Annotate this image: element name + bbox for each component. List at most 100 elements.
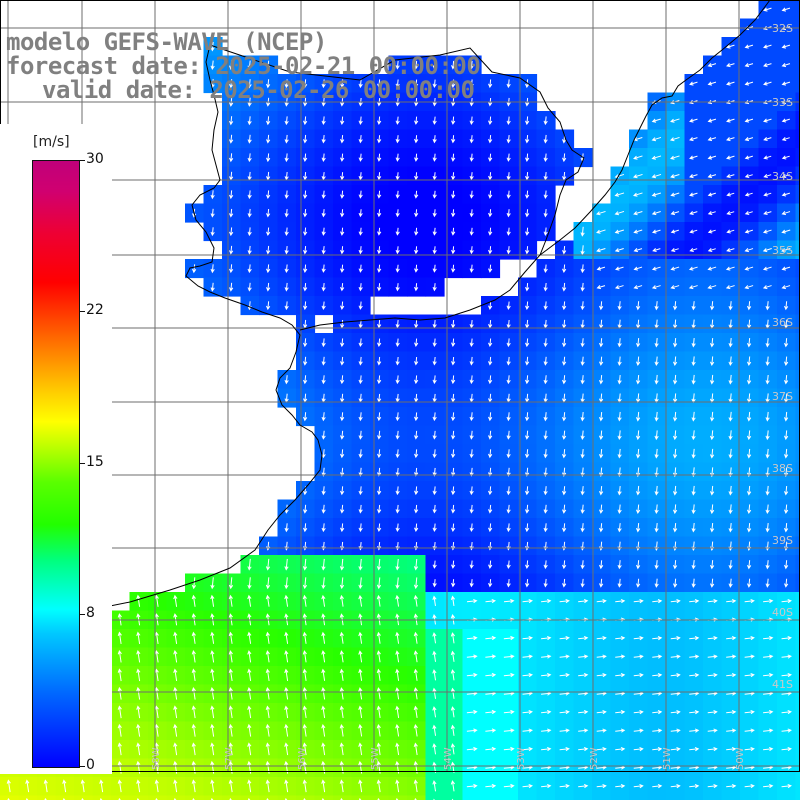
wind-arrow	[726, 173, 735, 179]
wind-arrow	[615, 654, 626, 659]
wind-arrow	[614, 210, 625, 216]
wind-arrow	[451, 486, 456, 496]
wind-arrow	[284, 705, 289, 719]
wind-arrow	[670, 211, 680, 216]
wind-arrow	[469, 135, 474, 144]
wind-arrow	[395, 779, 400, 793]
wind-arrow	[765, 356, 770, 366]
wind-arrow	[744, 285, 754, 290]
wind-arrow	[543, 264, 548, 273]
wind-arrow	[672, 356, 678, 367]
wind-arrow	[229, 797, 232, 800]
wind-arrow	[578, 709, 589, 715]
wind-arrow	[781, 63, 791, 68]
wind-arrow	[559, 672, 570, 678]
wind-arrow	[358, 79, 363, 89]
wind-arrow	[651, 173, 662, 179]
wind-arrow	[469, 153, 474, 162]
wind-arrow	[265, 723, 270, 737]
wind-arrow	[414, 153, 419, 162]
wind-cell	[703, 795, 723, 800]
wind-arrow	[488, 375, 493, 385]
wind-arrow	[506, 430, 511, 440]
colorbar-tick-30: 30	[86, 151, 104, 167]
wind-arrow	[744, 709, 755, 715]
wind-arrow	[672, 485, 678, 496]
wind-cell	[795, 222, 800, 242]
wind-arrow	[173, 742, 178, 756]
wind-cell	[74, 795, 94, 800]
wind-arrow	[543, 190, 548, 199]
wind-arrow	[432, 449, 437, 459]
wind-arrow	[395, 375, 400, 385]
wind-arrow	[358, 558, 363, 571]
wind-arrow	[783, 411, 789, 422]
longitude-label: 55W	[370, 747, 381, 770]
wind-arrow	[302, 687, 307, 700]
forecast-date: forecast date: 2025-02-21 00:00:00	[6, 52, 481, 80]
wind-arrow	[707, 654, 718, 659]
wind-arrow	[580, 264, 585, 274]
wind-arrow	[469, 172, 474, 181]
wind-arrow	[377, 797, 380, 800]
wind-arrow	[284, 558, 289, 571]
wind-arrow	[358, 668, 363, 681]
wind-arrow	[432, 60, 437, 70]
wind-arrow	[580, 375, 585, 385]
wind-arrow	[543, 523, 548, 533]
wind-arrow	[710, 337, 715, 348]
wind-arrow	[413, 594, 418, 607]
wind-arrow	[726, 746, 737, 752]
wind-arrow	[654, 338, 659, 348]
wind-arrow	[395, 172, 400, 181]
wind-arrow	[765, 374, 770, 385]
wind-cell	[18, 795, 38, 800]
wind-arrow	[321, 172, 326, 181]
wind-arrow	[541, 672, 552, 678]
wind-arrow	[506, 412, 511, 422]
wind-arrow	[543, 578, 548, 588]
wind-arrow	[525, 560, 530, 570]
wind-arrow	[340, 153, 345, 162]
wind-arrow	[488, 153, 493, 162]
wind-arrow	[765, 523, 770, 533]
wind-arrow	[485, 783, 497, 789]
wind-arrow	[451, 356, 456, 366]
wind-arrow	[541, 783, 552, 789]
wind-arrow	[191, 705, 196, 719]
wind-arrow	[414, 523, 419, 533]
wind-arrow	[781, 247, 791, 253]
wind-arrow	[617, 411, 622, 422]
wind-arrow	[765, 578, 770, 588]
wind-arrow	[265, 779, 270, 793]
wind-arrow	[210, 742, 215, 756]
wind-arrow	[728, 578, 733, 588]
wind-arrow	[210, 282, 215, 292]
wind-arrow	[744, 654, 755, 659]
wind-arrow	[599, 411, 604, 422]
wind-arrow	[395, 412, 400, 422]
wind-arrow	[689, 672, 700, 678]
wind-arrow	[726, 728, 737, 733]
wind-arrow	[580, 356, 585, 366]
wind-cell	[481, 795, 501, 800]
wind-arrow	[432, 412, 437, 422]
wind-arrow	[321, 79, 326, 89]
wind-arrow	[358, 523, 363, 533]
wind-cell	[795, 684, 800, 704]
wind-arrow	[469, 486, 474, 496]
wind-arrow	[210, 797, 214, 800]
wind-arrow	[709, 356, 715, 367]
wind-arrow	[710, 578, 715, 588]
wind-arrow	[503, 672, 515, 678]
wind-arrow	[689, 635, 700, 641]
wind-arrow	[525, 246, 530, 255]
wind-arrow	[688, 285, 698, 290]
wind-arrow	[358, 577, 363, 590]
wind-arrow	[654, 411, 659, 422]
wind-arrow	[451, 116, 456, 125]
wind-cell	[0, 795, 20, 800]
wind-arrow	[377, 283, 382, 292]
